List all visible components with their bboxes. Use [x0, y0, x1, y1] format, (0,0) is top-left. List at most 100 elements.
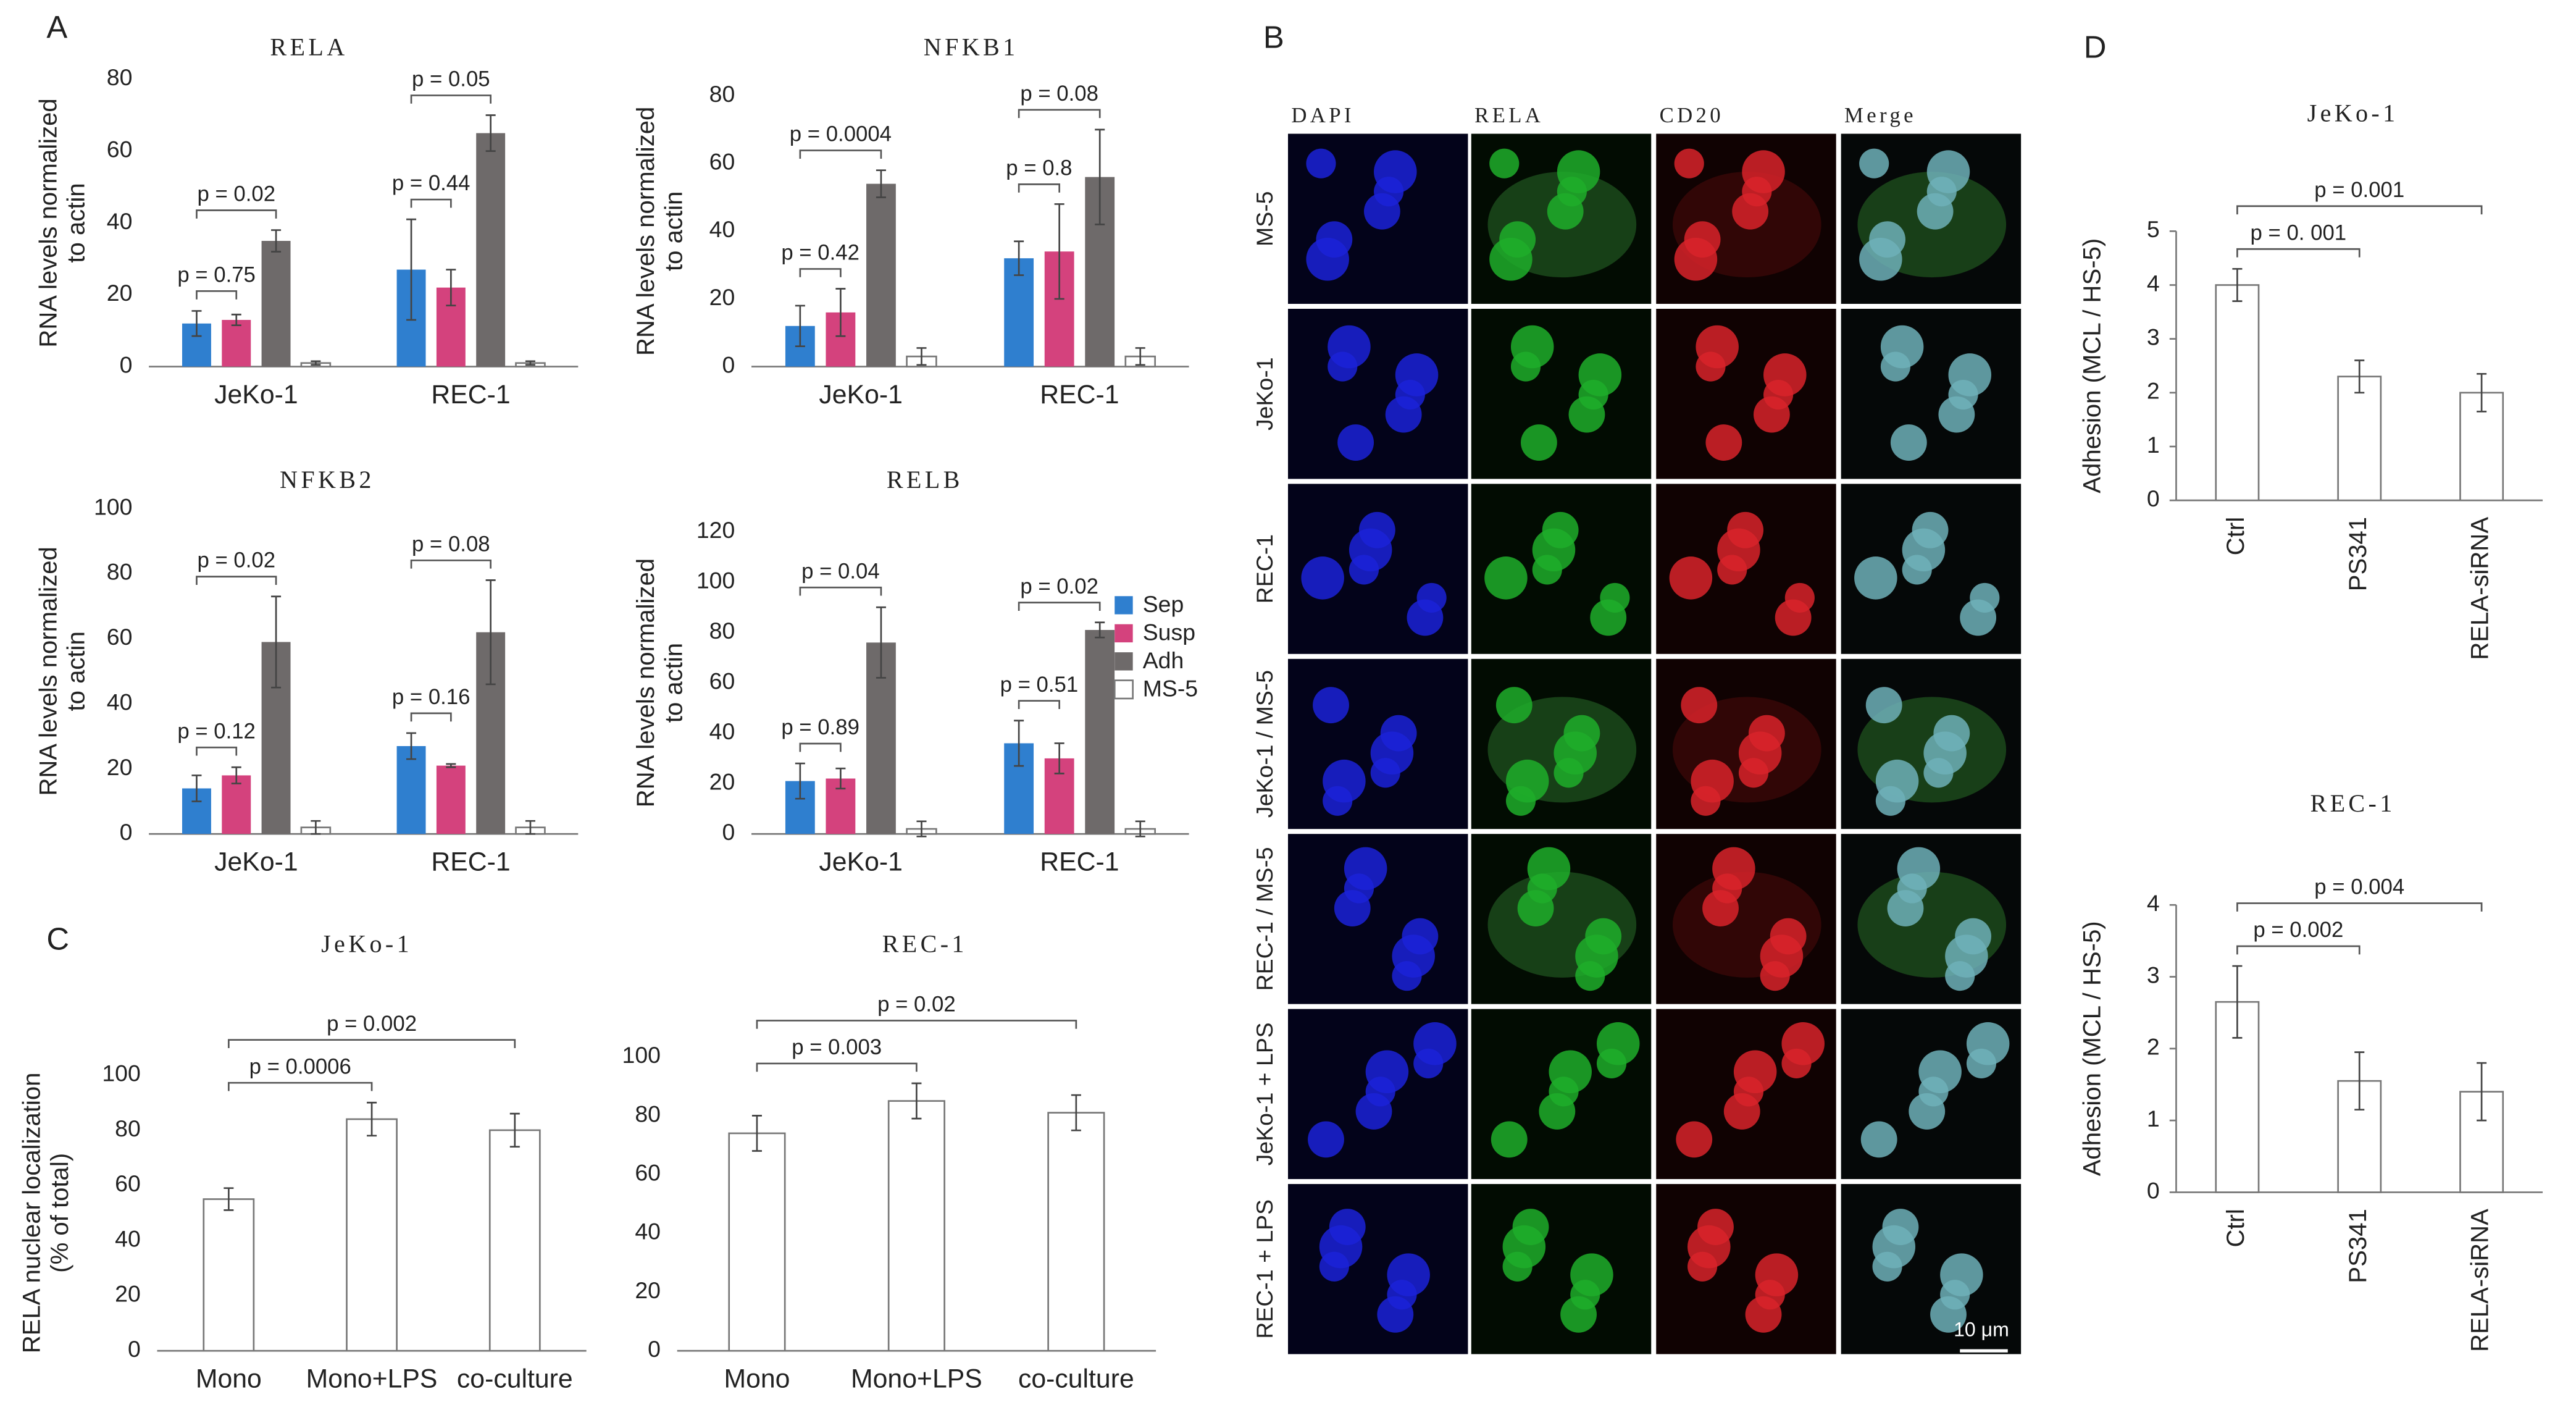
y-tick-label: 0 — [648, 1336, 661, 1362]
cell — [1697, 1209, 1734, 1245]
row-label: JeKo-1 / MS-5 — [1252, 670, 1278, 818]
bar — [1047, 1112, 1105, 1352]
x-tick-label: REC-1 — [1040, 847, 1119, 877]
cell — [1860, 1121, 1897, 1158]
significance-bracket — [1018, 700, 1061, 710]
chart-title: REC-1 — [882, 930, 968, 957]
p-value: p = 0.02 — [1020, 575, 1098, 598]
x-tick-label: REC-1 — [431, 847, 510, 877]
y-tick-label: 40 — [635, 1219, 661, 1245]
row-label: JeKo-1 — [1252, 357, 1278, 430]
y-tick-label: 60 — [709, 149, 735, 175]
cell — [1676, 1121, 1713, 1158]
cell — [1337, 424, 1374, 461]
chart-title: NFKB2 — [280, 466, 375, 493]
p-value: p = 0.42 — [781, 241, 859, 265]
y-tick-label: 20 — [635, 1277, 661, 1303]
y-axis-label: to actin — [661, 643, 688, 723]
p-value: p = 0.89 — [781, 716, 859, 739]
cell — [1696, 325, 1739, 369]
y-tick-label: 80 — [115, 1115, 141, 1141]
error-bar — [1071, 1094, 1081, 1131]
p-value: p = 0.02 — [197, 549, 275, 573]
x-tick-label: co-culture — [457, 1364, 573, 1394]
error-bar — [406, 218, 417, 321]
cell — [1495, 687, 1533, 724]
column-label: RELA — [1474, 103, 1544, 127]
error-bar — [1054, 203, 1064, 300]
cell — [1940, 1253, 1983, 1296]
significance-bracket — [2236, 248, 2361, 258]
chart-title: RELB — [887, 466, 963, 493]
x-tick-label: REC-1 — [1040, 380, 1119, 409]
error-bar — [2354, 1051, 2365, 1111]
significance-bracket — [410, 712, 452, 722]
p-value: p = 0.0006 — [249, 1055, 351, 1078]
cell — [1966, 1022, 2010, 1065]
cell — [1933, 715, 1970, 752]
cell — [1402, 918, 1439, 955]
significance-bracket — [799, 268, 842, 277]
p-value: p = 0.51 — [1000, 673, 1079, 697]
y-tick-label: 20 — [115, 1281, 141, 1307]
chart-title: RELA — [270, 33, 348, 61]
bar — [222, 775, 251, 834]
error-bar — [311, 360, 321, 366]
cell — [1527, 847, 1571, 891]
y-axis-label: RNA levels normalized — [632, 107, 659, 356]
chart-title: JeKo-1 — [321, 930, 412, 957]
scale-bar-label: 10 μm — [1954, 1318, 2009, 1340]
legend-label: Sep — [1143, 591, 1184, 617]
y-tick-label: 60 — [107, 624, 133, 650]
significance-bracket — [410, 94, 491, 104]
error-bar — [1095, 621, 1105, 639]
y-tick-label: 80 — [709, 618, 735, 644]
cell — [1306, 148, 1336, 178]
cell — [1733, 1050, 1777, 1094]
micrograph — [1841, 1184, 2022, 1354]
error-bar — [485, 114, 496, 152]
cell — [1691, 759, 1734, 803]
cell — [1763, 353, 1807, 397]
significance-bracket — [228, 1081, 373, 1091]
bar — [887, 1100, 945, 1352]
cell — [1313, 687, 1349, 724]
x-tick-label: RELA-siRNA — [2467, 1209, 2494, 1352]
bar — [203, 1198, 255, 1352]
y-tick-label: 0 — [128, 1336, 141, 1362]
y-tick-label: 20 — [107, 280, 133, 306]
legend-swatch — [1114, 624, 1133, 643]
x-tick-label: JeKo-1 — [819, 847, 903, 877]
error-bar — [224, 1187, 234, 1211]
cell — [1563, 715, 1600, 752]
cell — [1681, 687, 1718, 724]
cell — [1897, 847, 1941, 891]
significance-bracket — [1018, 183, 1061, 193]
y-tick-label: 100 — [94, 493, 132, 519]
y-tick-label: 0 — [2147, 1177, 2160, 1203]
chart-title: REC-1 — [2310, 789, 2395, 817]
significance-bracket — [799, 149, 882, 159]
cell — [1416, 582, 1447, 613]
x-tick-label: PS341 — [2344, 517, 2372, 591]
y-axis-label: Adhesion (MCL / HS-5) — [2078, 238, 2106, 493]
cell — [1882, 1209, 1919, 1245]
cell — [1395, 353, 1439, 397]
legend-label: Adh — [1143, 647, 1184, 673]
cell — [1912, 511, 1949, 548]
x-tick-label: Ctrl — [2222, 1209, 2249, 1247]
error-bar — [911, 1082, 922, 1120]
cell — [1484, 556, 1528, 600]
cell — [1875, 759, 1919, 803]
legend-swatch — [1114, 596, 1133, 615]
p-value: p = 0.8 — [1006, 156, 1072, 180]
cell — [1705, 424, 1742, 461]
cell — [1316, 221, 1353, 258]
panel-label: A — [46, 10, 67, 45]
y-tick-label: 60 — [115, 1170, 141, 1196]
p-value: p = 0.02 — [197, 183, 275, 206]
cell — [1542, 511, 1579, 548]
cell — [1859, 148, 1889, 178]
cell — [1344, 847, 1387, 891]
panel-label: D — [2084, 30, 2107, 65]
